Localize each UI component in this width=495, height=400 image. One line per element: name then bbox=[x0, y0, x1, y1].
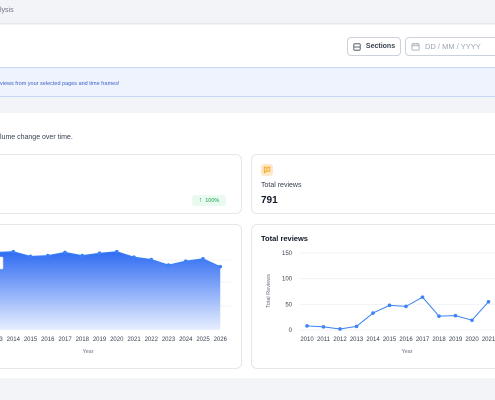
reviews-point-2017 bbox=[420, 295, 425, 299]
area-point-2016 bbox=[45, 253, 50, 258]
total-reviews-value: 791 bbox=[261, 195, 278, 206]
x-tick-2023: 2023 bbox=[162, 337, 176, 343]
total-reviews-card: Total reviews 791 bbox=[251, 154, 495, 214]
bottom-strip bbox=[0, 378, 495, 400]
x-tick-2018: 2018 bbox=[432, 337, 446, 343]
x-tick-2021: 2021 bbox=[482, 337, 495, 343]
x-tick-2013: 2013 bbox=[350, 337, 364, 343]
x-axis-title: Year bbox=[401, 349, 412, 355]
y-axis-title: Total Reviews bbox=[266, 274, 272, 308]
reviews-point-2013 bbox=[354, 324, 359, 329]
x-tick-2016: 2016 bbox=[41, 337, 55, 343]
reviews-point-2019 bbox=[453, 313, 458, 318]
x-tick-2021: 2021 bbox=[127, 337, 141, 343]
area-point-2026 bbox=[218, 264, 223, 269]
area-point-2020 bbox=[114, 249, 119, 254]
area-series-line bbox=[0, 251, 221, 268]
area-point-2017 bbox=[63, 250, 67, 255]
message-icon bbox=[261, 164, 273, 176]
reviews-point-2015 bbox=[387, 303, 392, 308]
breadcrumb: lysis bbox=[0, 7, 14, 14]
x-tick-2022: 2022 bbox=[145, 337, 159, 343]
top-bar: lysis bbox=[0, 0, 495, 24]
section-description: lume change over time. bbox=[0, 134, 73, 141]
x-tick-2010: 2010 bbox=[300, 337, 314, 343]
info-banner: views from your selected pages and time … bbox=[0, 67, 495, 97]
reviews-point-2014 bbox=[371, 311, 375, 315]
sections-button[interactable]: Sections bbox=[347, 37, 401, 56]
area-point-2025 bbox=[201, 256, 205, 261]
reviews-point-2020 bbox=[470, 318, 474, 323]
area-point-2019 bbox=[97, 251, 102, 256]
x-tick-2016: 2016 bbox=[399, 337, 413, 343]
x-tick-2019: 2019 bbox=[449, 337, 463, 343]
tooltip-marker bbox=[0, 256, 4, 270]
x-axis-title: Year bbox=[82, 349, 93, 355]
x-tick-2012: 2012 bbox=[333, 337, 347, 343]
area-point-2018 bbox=[80, 253, 85, 258]
x-tick-2019: 2019 bbox=[93, 337, 107, 343]
area-point-2024 bbox=[183, 259, 188, 263]
area-point-2021 bbox=[132, 255, 136, 259]
area-fill bbox=[0, 251, 221, 330]
section-gap bbox=[0, 98, 495, 113]
x-tick-2025: 2025 bbox=[196, 337, 210, 343]
area-point-2014 bbox=[11, 249, 16, 254]
reviews-chart-title: Total reviews bbox=[261, 234, 308, 243]
change-badge: ↑ 100% bbox=[192, 195, 226, 206]
x-tick-2020: 2020 bbox=[465, 337, 479, 343]
x-tick-2020: 2020 bbox=[110, 337, 124, 343]
x-tick-2014: 2014 bbox=[366, 337, 380, 343]
calendar-icon bbox=[411, 42, 420, 51]
x-tick-2015: 2015 bbox=[383, 337, 397, 343]
area-point-2023 bbox=[166, 263, 171, 267]
date-input[interactable]: DD / MM / YYYY bbox=[405, 37, 495, 56]
info-banner-text: views from your selected pages and time … bbox=[0, 81, 120, 87]
x-tick-2024: 2024 bbox=[179, 337, 193, 343]
y-tick-100: 100 bbox=[282, 277, 293, 283]
x-tick-2026: 2026 bbox=[214, 337, 228, 343]
change-value: 100% bbox=[205, 197, 220, 204]
reviews-series-line bbox=[306, 296, 489, 330]
reviews-point-2012 bbox=[338, 327, 342, 331]
reviews-point-2016 bbox=[404, 304, 408, 309]
x-tick-2014: 2014 bbox=[7, 337, 21, 343]
area-point-2015 bbox=[28, 254, 33, 259]
y-tick-0: 0 bbox=[289, 328, 293, 334]
area-point-2022 bbox=[149, 257, 154, 262]
x-tick-2011: 2011 bbox=[317, 337, 331, 343]
change-card: ↑ 100% bbox=[0, 154, 242, 214]
sections-label: Sections bbox=[365, 43, 396, 50]
y-tick-50: 50 bbox=[285, 302, 292, 308]
x-tick-2017: 2017 bbox=[58, 337, 72, 343]
reviews-point-2018 bbox=[437, 314, 441, 318]
reviews-point-2011 bbox=[321, 325, 326, 329]
reviews-point-2021 bbox=[486, 299, 491, 304]
toolbar: Sections DD / MM / YYYY bbox=[0, 25, 495, 67]
reviews-point-2010 bbox=[305, 324, 309, 328]
y-tick-150: 150 bbox=[282, 251, 293, 257]
x-tick-2013: 2013 bbox=[0, 337, 3, 343]
x-tick-2018: 2018 bbox=[76, 337, 90, 343]
total-reviews-label: Total reviews bbox=[261, 182, 302, 189]
date-placeholder: DD / MM / YYYY bbox=[425, 42, 481, 51]
reviews-chart-card: Total reviews 0 50 100 150 Total Reviews 2010… bbox=[251, 224, 495, 369]
x-tick-2015: 2015 bbox=[24, 337, 38, 343]
arrow-up-icon: ↑ bbox=[198, 197, 203, 204]
x-tick-2017: 2017 bbox=[416, 337, 430, 343]
layout-icon bbox=[353, 42, 361, 51]
